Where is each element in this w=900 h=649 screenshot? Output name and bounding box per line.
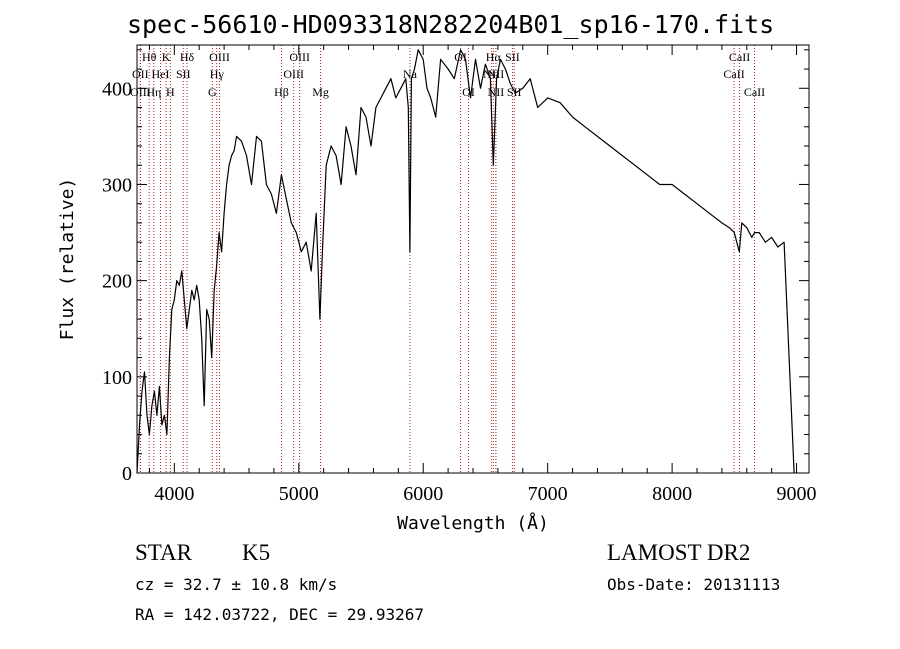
line-marker-label-20: H [166,85,175,99]
line-marker-label-18: OIII [130,85,151,99]
line-marker-label-14: Na [403,67,418,81]
x-axis-label: Wavelength (Å) [397,512,549,534]
x-tick-label: 8000 [652,483,692,505]
line-marker-label-22: Hβ [274,85,289,99]
subclass-label: K5 [242,540,271,565]
x-tick-label: 6000 [403,483,443,505]
x-tick-label: 9000 [777,483,817,505]
y-tick-label: 0 [122,463,132,485]
y-axis-label: Flux (relative) [57,178,78,341]
line-marker-label-10: HeI [152,67,170,81]
line-marker-label-19: Hη [146,85,161,99]
y-tick-label: 100 [102,367,132,389]
line-marker-label-6: Hα [486,50,502,64]
line-marker-label-9: OII [132,67,149,81]
y-tick-label: 400 [102,78,132,100]
line-marker-label-24: OI [462,85,475,99]
line-marker-label-5: OI [454,50,467,64]
x-tick-label: 4000 [154,483,194,505]
line-marker-label-15: NII [483,67,500,81]
line-marker-label-11: SII [176,67,191,81]
spectrum-line [136,49,795,474]
coordinates-label: RA = 142.03722, DEC = 29.93267 [135,605,424,624]
line-marker-label-0: Hθ [142,50,157,64]
y-tick-label: 300 [102,174,132,196]
line-marker-label-1: K [162,50,171,64]
redshift-label: cz = 32.7 ± 10.8 km/s [135,575,338,594]
line-marker-label-26: SII [507,85,522,99]
line-marker-label-23: Mg [312,85,329,99]
line-marker-label-27: CaII [744,85,765,99]
line-marker-label-3: OIII [209,50,230,64]
object-type-label: STAR [135,540,192,565]
line-marker-label-17: CaII [723,67,744,81]
survey-label: LAMOST DR2 [607,540,751,565]
line-marker-label-4: OIII [289,50,310,64]
chart-title: spec-56610-HD093318N282204B01_sp16-170.f… [127,10,775,39]
line-marker-label-16: NII [488,67,505,81]
line-marker-label-2: Hδ [180,50,195,64]
x-tick-label: 7000 [528,483,568,505]
line-marker-label-8: CaII [729,50,750,64]
plot-frame [136,44,810,474]
line-marker-label-13: OIII [283,67,304,81]
line-marker-label-7: SII [505,50,520,64]
y-tick-label: 200 [102,271,132,293]
line-marker-label-21: G [208,85,217,99]
line-marker-label-12: Hγ [210,67,225,81]
line-marker-label-25: NII [488,85,505,99]
obs-date-label: Obs-Date: 20131113 [607,575,781,594]
x-tick-label: 5000 [279,483,319,505]
